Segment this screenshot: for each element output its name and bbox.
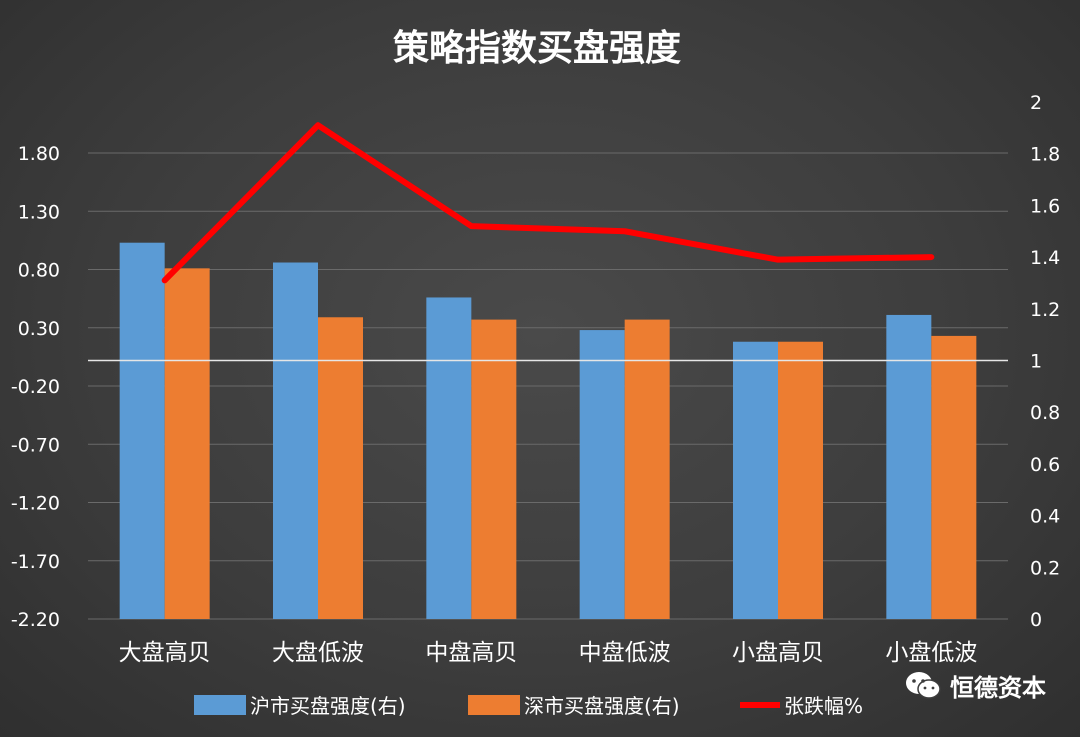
left-tick-label: 0.80 <box>18 260 60 282</box>
bar <box>164 268 210 619</box>
right-tick-label: 0.2 <box>1030 557 1060 579</box>
category-label: 大盘低波 <box>272 640 364 666</box>
right-tick-label: 1.4 <box>1030 247 1060 269</box>
bar <box>624 319 670 619</box>
wechat-icon <box>906 671 941 699</box>
bar <box>426 297 472 619</box>
right-tick-label: 1.8 <box>1030 144 1060 166</box>
left-tick-label: 0.30 <box>18 318 60 340</box>
legend-label: 深市买盘强度(右) <box>524 694 680 718</box>
bar <box>778 341 823 619</box>
category-label: 中盘低波 <box>579 640 671 666</box>
left-tick-label: -1.70 <box>11 551 60 573</box>
category-label: 中盘高贝 <box>425 640 517 666</box>
left-tick-label: -2.20 <box>11 609 60 631</box>
right-tick-label: 0.8 <box>1030 402 1060 424</box>
bars <box>119 242 977 619</box>
category-label: 小盘高贝 <box>732 640 824 666</box>
left-tick-label: 1.30 <box>18 201 60 223</box>
left-tick-label: -0.20 <box>11 376 60 398</box>
line-series <box>161 122 935 284</box>
right-tick-label: 1.2 <box>1030 299 1060 321</box>
left-tick-label: -0.70 <box>11 434 60 456</box>
legend: 沪市买盘强度(右) 深市买盘强度(右) 张跌幅% <box>194 694 863 718</box>
legend-label: 沪市买盘强度(右) <box>250 694 406 718</box>
right-tick-label: 1 <box>1030 351 1042 373</box>
series-line <box>161 122 935 284</box>
category-label: 大盘高贝 <box>119 640 211 666</box>
bar <box>931 335 977 619</box>
left-tick-label: -1.20 <box>11 493 60 515</box>
left-axis: 1.80 1.30 0.80 0.30 -0.20 -0.70 -1.20 -1.70 -2.2… <box>11 143 60 631</box>
bar <box>273 262 318 619</box>
category-label: 小盘低波 <box>885 640 977 666</box>
chart-title: 策略指数买盘强度 <box>393 27 681 69</box>
right-tick-label: 0.6 <box>1030 454 1060 476</box>
legend-label: 张跌幅% <box>784 694 863 718</box>
gridlines <box>88 152 1008 620</box>
bar <box>886 314 932 619</box>
right-tick-label: 1.6 <box>1030 195 1060 217</box>
right-tick-label: 0.4 <box>1030 506 1060 528</box>
left-tick-label: 1.80 <box>18 143 60 165</box>
bar <box>471 319 517 619</box>
right-axis: 2 1.8 1.6 1.4 1.2 1 0.8 0.6 0.4 0.2 0 <box>1030 92 1060 631</box>
bar <box>733 341 778 619</box>
watermark: 恒德资本 <box>904 668 1046 703</box>
bar <box>318 317 363 619</box>
right-tick-label: 0 <box>1030 609 1042 631</box>
right-tick-label: 2 <box>1030 92 1042 114</box>
watermark-text: 恒德资本 <box>950 674 1046 702</box>
legend-swatch <box>468 695 520 715</box>
bar <box>579 330 625 619</box>
legend-swatch <box>194 695 246 715</box>
bar <box>119 242 165 619</box>
category-labels: 大盘高贝 大盘低波 中盘高贝 中盘低波 小盘高贝 小盘低波 <box>119 640 978 666</box>
